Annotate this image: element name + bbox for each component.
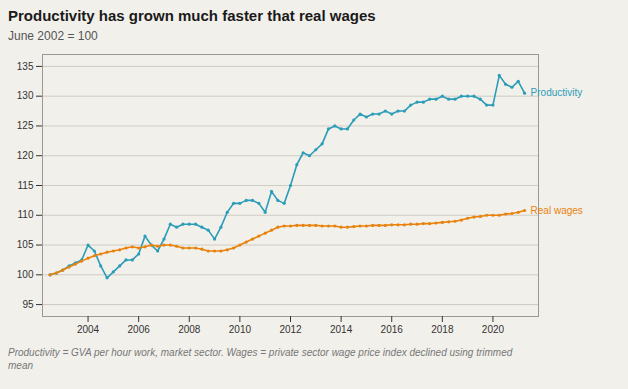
svg-text:130: 130 [17,90,34,101]
html-text:June 2002 = 100: June 2002 = 100 [8,29,98,43]
svg-text:2018: 2018 [431,324,454,335]
svg-text:2004: 2004 [77,324,100,335]
svg-text:2014: 2014 [330,324,353,335]
svg-text:Real wages: Real wages [531,205,583,216]
svg-text:Productivity: Productivity [531,87,583,98]
svg-text:135: 135 [17,61,34,72]
svg-text:125: 125 [17,120,34,131]
svg-text:110: 110 [18,209,34,220]
svg-text:100: 100 [17,269,34,280]
svg-text:120: 120 [17,150,34,161]
svg-text:2016: 2016 [381,324,404,335]
svg-text:105: 105 [17,239,34,250]
html-text:Productivity = GVA per hour wo: Productivity = GVA per hour work, market… [8,347,513,371]
svg-text:115: 115 [18,180,34,191]
svg-text:2010: 2010 [229,324,252,335]
svg-text:2008: 2008 [178,324,201,335]
svg-text:95: 95 [22,299,34,310]
svg-text:2006: 2006 [128,324,151,335]
html-text:Productivity has grown much fa: Productivity has grown much faster that … [8,7,376,24]
svg-text:2020: 2020 [482,324,505,335]
svg-text:2012: 2012 [279,324,302,335]
